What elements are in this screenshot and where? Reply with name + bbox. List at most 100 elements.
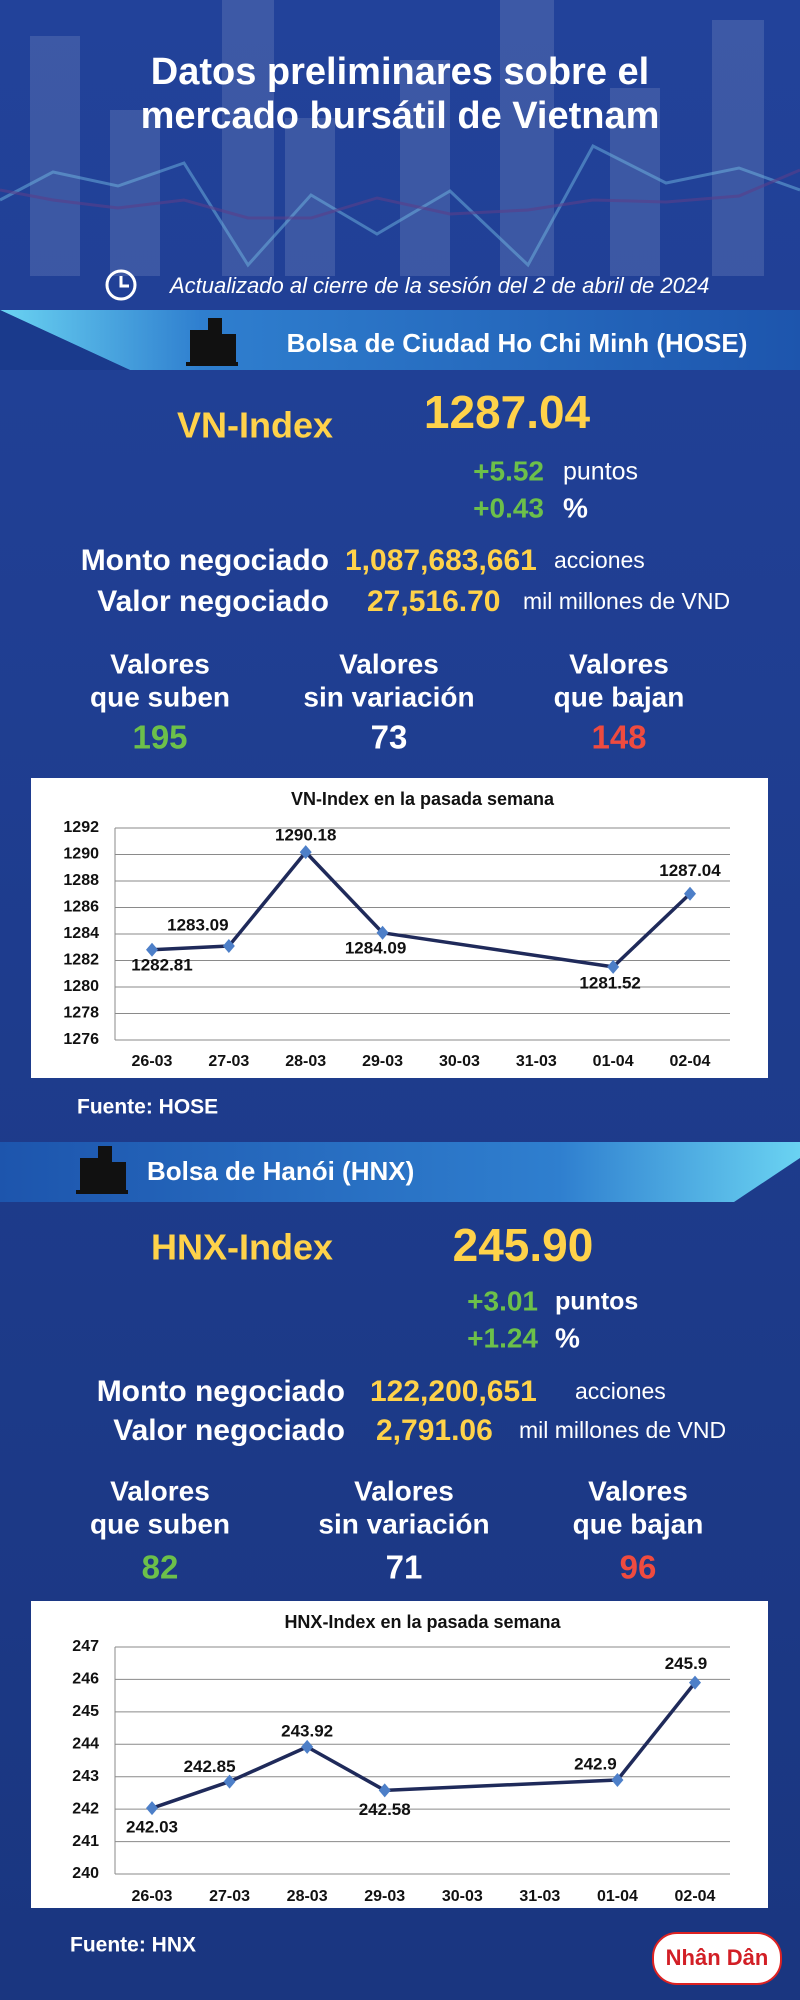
stat-value: 122,200,651 [370, 1375, 537, 1408]
unit: acciones [554, 547, 645, 573]
marker [611, 1772, 624, 1787]
stat-value: 1,087,683,661 [345, 544, 537, 577]
line-segment [151, 1779, 231, 1810]
line-segment [611, 892, 692, 969]
unit: mil millones de VND [523, 588, 730, 614]
x-tick-label: 02-04 [670, 1053, 711, 1070]
data-label: 243.92 [281, 1721, 333, 1740]
marker [299, 845, 312, 860]
index-name: HNX-Index [151, 1227, 333, 1268]
source: Fuente: HNX [70, 1934, 196, 1957]
data-label: 242.58 [359, 1800, 411, 1819]
index-value: 245.90 [453, 1219, 594, 1271]
y-tick-label: 1290 [63, 846, 99, 863]
banner [0, 310, 130, 370]
building-icon [76, 1146, 128, 1194]
y-tick-label: 1282 [63, 952, 99, 969]
header-decoration [0, 168, 800, 220]
breadth-label: Valores [588, 1475, 688, 1506]
breadth-label: sin variación [318, 1508, 489, 1539]
breadth-label: que suben [90, 1508, 230, 1539]
banner [0, 1142, 800, 1202]
exchange-name: Bolsa de Hanói (HNX) [147, 1156, 414, 1186]
marker [607, 959, 620, 974]
marker [301, 1739, 314, 1754]
source: Fuente: HOSE [77, 1096, 218, 1119]
stat-value: 2,791.06 [376, 1414, 493, 1447]
x-tick-label: 28-03 [287, 1888, 328, 1905]
data-label: 242.85 [184, 1757, 236, 1776]
data-label: 1290.18 [275, 826, 336, 845]
breadth-label: que bajan [573, 1508, 704, 1539]
breadth-count: 148 [591, 719, 646, 756]
unit: % [555, 1322, 580, 1353]
y-tick-label: 1280 [63, 978, 99, 995]
unit: % [563, 492, 588, 523]
change-points: +5.52 [473, 455, 544, 486]
chart-background [31, 1601, 768, 1908]
y-tick-label: 247 [72, 1638, 99, 1655]
x-tick-label: 27-03 [208, 1053, 249, 1070]
x-tick-label: 26-03 [132, 1888, 173, 1905]
line-segment [304, 850, 384, 935]
unit: puntos [555, 1288, 638, 1316]
x-tick-label: 26-03 [132, 1053, 173, 1070]
breadth-label: Valores [339, 648, 439, 679]
y-tick-label: 1278 [63, 1005, 99, 1022]
breadth-label: que bajan [554, 681, 685, 712]
unit: puntos [563, 458, 638, 486]
data-label: 1283.09 [167, 916, 228, 935]
x-tick-label: 01-04 [597, 1888, 638, 1905]
line-segment [228, 1745, 308, 1784]
stat-label: Valor negociado [113, 1414, 345, 1447]
x-tick-label: 01-04 [593, 1053, 634, 1070]
breadth-count: 195 [132, 719, 187, 756]
line-segment [382, 931, 614, 969]
data-label: 1284.09 [345, 938, 406, 957]
clock-icon [105, 269, 137, 301]
charts: VN-Index en la pasada semana 1276 1278 1280… [31, 778, 768, 1908]
marker [146, 942, 158, 957]
line-segment [616, 1681, 697, 1782]
x-tick-label: 27-03 [209, 1888, 250, 1905]
unit: acciones [575, 1378, 666, 1404]
x-tick-label: 02-04 [675, 1888, 716, 1905]
data-label: 242.9 [574, 1754, 617, 1773]
breadth-count: 96 [620, 1549, 657, 1586]
title: Datos preliminares sobre el [151, 51, 649, 93]
index-name: VN-Index [177, 405, 333, 446]
y-tick-label: 1292 [63, 819, 99, 836]
x-tick-label: 31-03 [519, 1888, 560, 1905]
stat-label: Monto negociado [97, 1375, 345, 1408]
y-tick-label: 1288 [63, 872, 99, 889]
y-tick-label: 240 [72, 1865, 99, 1882]
change-points: +3.01 [467, 1285, 538, 1316]
breadth-label: Valores [110, 1475, 210, 1506]
line-segment [384, 1778, 618, 1793]
unit: mil millones de VND [519, 1417, 726, 1443]
index-value: 1287.04 [424, 386, 591, 438]
breadth-count: 71 [386, 1549, 423, 1586]
line-segment [151, 944, 229, 952]
change-percent: +0.43 [473, 492, 544, 523]
header-decoration [0, 144, 800, 268]
breadth-label: sin variación [303, 681, 474, 712]
exchange-name: Bolsa de Ciudad Ho Chi Minh (HOSE) [287, 328, 748, 358]
stat-label: Monto negociado [81, 544, 329, 577]
marker [222, 939, 235, 954]
line-segment [306, 1745, 386, 1792]
marker [689, 1675, 701, 1690]
y-tick-label: 1286 [63, 899, 99, 916]
data-label: 245.9 [665, 1654, 708, 1673]
y-tick-label: 243 [72, 1768, 99, 1785]
logo-badge [652, 1932, 782, 1985]
breadth-label: Valores [569, 648, 669, 679]
y-tick-label: 242 [72, 1800, 99, 1817]
marker [378, 1783, 391, 1798]
line-segment [227, 851, 308, 948]
breadth-count: 73 [371, 719, 408, 756]
y-tick-label: 244 [72, 1736, 99, 1753]
